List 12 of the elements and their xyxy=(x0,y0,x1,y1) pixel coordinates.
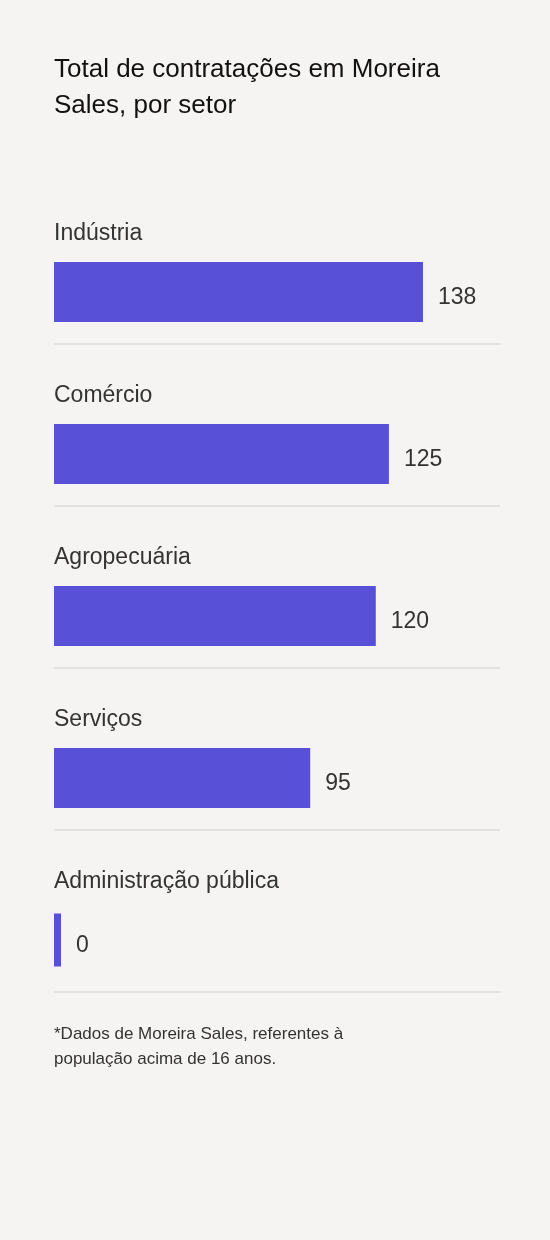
data-label: 120 xyxy=(390,607,430,633)
y-tick-label: Comércio xyxy=(54,380,153,407)
data-label: 0 xyxy=(76,931,89,957)
y-tick-label: Agropecuária xyxy=(54,542,192,569)
y-tick-label: Administração pública xyxy=(54,866,280,893)
y-tick-label: Serviços xyxy=(54,704,143,731)
chart-title: Total de contratações em Moreira Sales, por setor xyxy=(54,53,441,119)
y-tick-label: Indústria xyxy=(54,218,143,245)
annotation: *Dados de Moreira Sales, referentes à população acima de 16 anos. xyxy=(54,1024,344,1068)
data-label: 125 xyxy=(403,445,443,471)
data-label: 95 xyxy=(325,769,351,795)
data-label: 138 xyxy=(438,283,477,309)
